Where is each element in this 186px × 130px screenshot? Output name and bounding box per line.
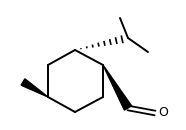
- Text: O: O: [158, 106, 168, 119]
- Polygon shape: [21, 79, 48, 97]
- Polygon shape: [103, 65, 132, 110]
